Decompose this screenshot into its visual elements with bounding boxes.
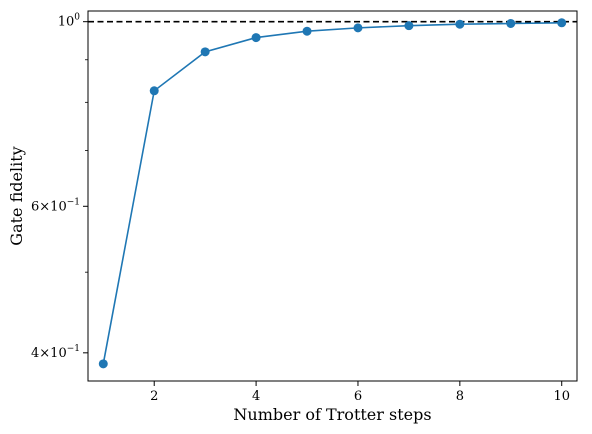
x-tick-label-2: 6 [354,389,362,404]
data-point-3 [200,47,210,57]
y-tick-label-0: 100 [58,13,81,30]
data-marks [98,18,567,369]
x-tick-label-4: 10 [553,389,570,404]
x-tick-label-0: 2 [150,389,158,404]
data-point-10 [557,18,567,28]
y-tick-label-1: 6×10−1 [31,197,80,214]
series-line-0 [102,21,562,364]
data-point-9 [506,18,516,28]
x-axis-label: Number of Trotter steps [233,405,431,424]
data-point-2 [149,86,159,96]
x-tick-label-3: 8 [456,389,464,404]
data-point-7 [404,21,414,31]
y-axis-label: Gate fidelity [7,146,26,245]
data-point-8 [455,19,465,29]
axes-frame [87,10,578,382]
data-point-6 [353,23,363,33]
data-point-4 [251,33,261,43]
y-tick-label-2: 4×10−1 [31,344,80,361]
data-point-1 [98,359,108,369]
x-tick-label-1: 4 [252,389,260,404]
data-point-5 [302,26,312,36]
axis-ticks: 2 4 6 8 10 100 6×10−1 4×10−1 [31,13,570,404]
